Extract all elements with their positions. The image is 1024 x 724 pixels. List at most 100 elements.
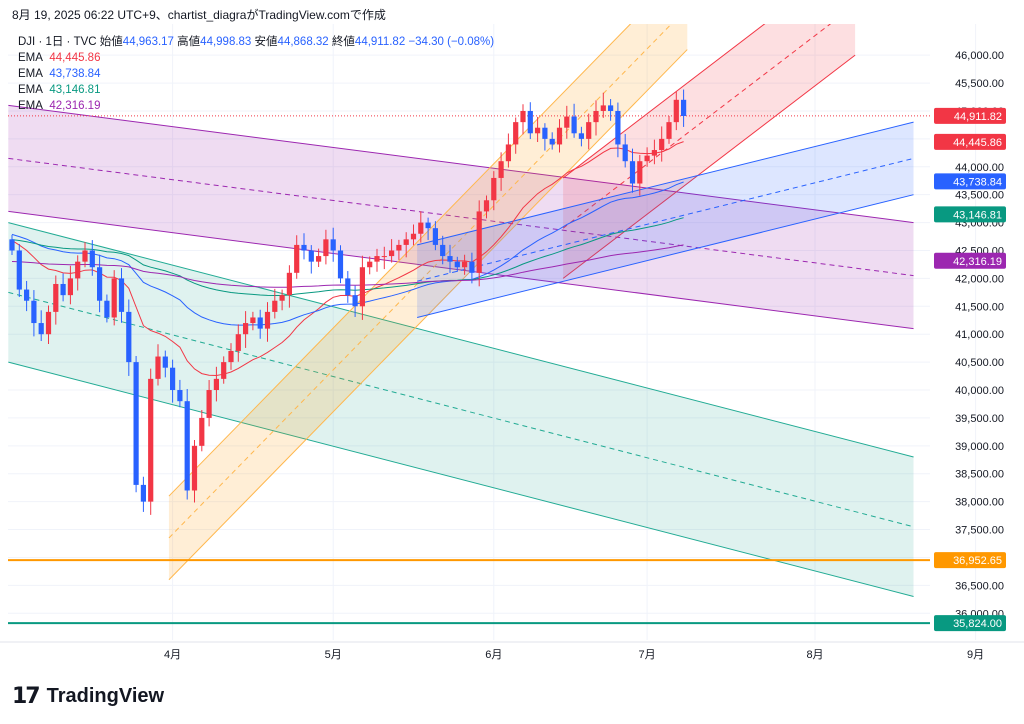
x-tick-label: 5月	[325, 649, 342, 661]
candle	[323, 239, 329, 257]
purple-channel-edge	[8, 104, 914, 224]
candle	[637, 161, 643, 184]
candle	[615, 110, 621, 145]
blue-channel-edge	[417, 121, 914, 246]
candle	[593, 110, 599, 123]
green-channel	[8, 222, 914, 597]
candle	[520, 110, 526, 123]
candle	[462, 261, 468, 268]
candle	[148, 378, 154, 502]
orange-channel-fill	[168, 24, 688, 580]
blue-channel-edge	[417, 194, 914, 318]
candle	[199, 417, 205, 446]
candle	[89, 250, 95, 268]
candle	[133, 362, 139, 485]
price-label-close: 44,911.82	[934, 107, 1006, 124]
candle	[491, 177, 497, 201]
candle	[16, 250, 22, 290]
candle	[177, 390, 183, 402]
candle	[184, 401, 190, 491]
candle	[622, 144, 628, 162]
candle	[673, 99, 679, 123]
blue-channel-median	[417, 157, 914, 282]
price-label-box	[934, 615, 1006, 632]
price-label-box	[934, 552, 1006, 569]
candle	[556, 127, 563, 145]
ema-label: EMA	[18, 68, 43, 80]
candle	[418, 222, 424, 234]
candle	[228, 350, 234, 363]
candle	[221, 362, 227, 379]
price-label-bottom-line: 35,824.00	[934, 615, 1006, 632]
candle	[389, 250, 395, 257]
candle	[82, 250, 88, 262]
candle	[111, 278, 117, 318]
candle	[155, 356, 161, 379]
price-label-support: 36,952.65	[934, 552, 1006, 569]
candle	[316, 256, 322, 262]
ema-label: EMA	[18, 100, 43, 112]
y-tick-label: 45,500.00	[955, 78, 1004, 90]
candle	[170, 367, 176, 391]
candle	[352, 295, 358, 307]
price-label-text: 44,445.86	[953, 137, 1002, 149]
candle	[578, 133, 584, 139]
candle	[9, 239, 15, 251]
candle	[476, 211, 482, 273]
candle	[301, 244, 307, 251]
chart-legend: DJI · 1日 · TVC 始値44,963.17 高値44,998.83 安…	[18, 34, 494, 114]
candle	[432, 228, 438, 245]
ema-value: 43,738.84	[49, 68, 101, 80]
y-tick-label: 38,500.00	[955, 469, 1004, 481]
candle	[666, 122, 672, 139]
candle	[367, 261, 373, 268]
candle	[60, 283, 66, 296]
price-label-text: 43,738.84	[953, 176, 1002, 188]
candle	[31, 300, 37, 324]
candle	[53, 283, 59, 312]
purple-channel-fill	[8, 105, 914, 329]
candle	[549, 138, 555, 145]
y-tick-label: 40,000.00	[955, 385, 1004, 397]
candle	[571, 116, 577, 134]
y-tick-label: 43,500.00	[955, 190, 1004, 202]
candle	[644, 155, 650, 162]
candle	[38, 323, 44, 335]
change-value: −34.30 (−0.08%)	[408, 36, 495, 48]
tradingview-logo[interactable]: 17 TradingView	[12, 684, 164, 709]
candle	[513, 122, 519, 145]
candle	[440, 244, 446, 257]
y-tick-label: 38,000.00	[955, 497, 1004, 509]
candle	[279, 295, 285, 301]
price-chart[interactable]: 4月5月6月7月8月9月46,000.0045,500.0045,000.004…	[0, 24, 1024, 670]
candle	[264, 311, 271, 329]
candle	[337, 250, 344, 279]
price-label-text: 36,952.65	[953, 555, 1002, 567]
open-value: 44,963.17	[122, 36, 174, 48]
tradingview-wordmark: TradingView	[46, 685, 165, 707]
green-channel-median	[8, 291, 914, 528]
red-channel-edge	[562, 54, 856, 279]
price-label-box	[934, 133, 1006, 150]
candle	[454, 261, 460, 268]
y-tick-label: 40,500.00	[955, 357, 1004, 369]
candle	[374, 256, 380, 262]
candle	[345, 278, 351, 296]
candle	[286, 272, 292, 296]
chart-caption: 8月 19, 2025 06:22 UTC+9、chartist_diagraが…	[12, 8, 386, 22]
candle	[235, 334, 241, 351]
low-value: 44,868.32	[277, 36, 329, 48]
candle	[447, 256, 453, 262]
ema-row: EMA 44,445.86	[18, 50, 494, 66]
ema-label: EMA	[18, 52, 43, 64]
purple-channel	[8, 104, 914, 330]
candle	[330, 239, 336, 251]
candle	[126, 311, 132, 363]
candle	[600, 105, 606, 111]
candle	[206, 390, 212, 418]
candle	[257, 317, 263, 329]
price-label-ema-20: 44,445.86	[934, 133, 1006, 150]
open-label: 始値	[99, 36, 123, 48]
candle	[104, 300, 110, 318]
tradingview-logo-icon: 17	[12, 684, 41, 709]
